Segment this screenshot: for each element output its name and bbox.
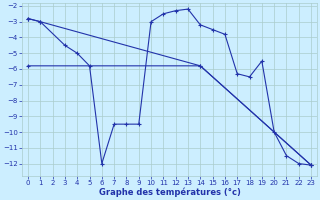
X-axis label: Graphe des températures (°c): Graphe des températures (°c) — [99, 188, 240, 197]
